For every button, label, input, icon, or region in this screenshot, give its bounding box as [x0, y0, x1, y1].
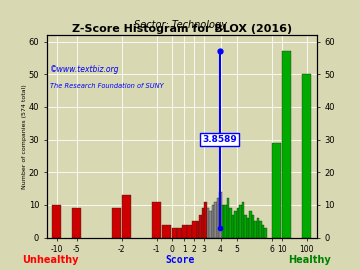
Bar [229, 208, 232, 238]
Bar [215, 202, 217, 238]
Bar [249, 211, 252, 238]
Bar [227, 198, 229, 238]
Bar [187, 225, 192, 238]
Bar [222, 205, 224, 238]
Bar [302, 74, 311, 238]
Bar [122, 195, 131, 238]
Bar [252, 215, 254, 238]
Bar [177, 228, 181, 238]
Bar [265, 228, 267, 238]
Bar [199, 215, 202, 238]
Bar [217, 198, 219, 238]
Bar [224, 205, 227, 238]
Bar [220, 192, 222, 238]
Bar [182, 225, 186, 238]
Bar [212, 205, 214, 238]
Bar [162, 225, 171, 238]
Bar [232, 215, 234, 238]
Bar [204, 202, 207, 238]
Bar [112, 208, 121, 238]
Text: Sector: Technology: Sector: Technology [134, 20, 226, 30]
Bar [172, 228, 176, 238]
Text: 3.8589: 3.8589 [202, 135, 237, 144]
Bar [152, 202, 161, 238]
Text: Healthy: Healthy [288, 255, 331, 265]
Bar [255, 221, 257, 238]
Text: ©www.textbiz.org: ©www.textbiz.org [50, 65, 119, 73]
Bar [52, 205, 61, 238]
Bar [242, 202, 244, 238]
Bar [197, 221, 199, 238]
Bar [272, 143, 281, 238]
Bar [260, 221, 262, 238]
Text: The Research Foundation of SUNY: The Research Foundation of SUNY [50, 83, 163, 89]
Text: Score: Score [165, 255, 195, 265]
Title: Z-Score Histogram for BLOX (2016): Z-Score Histogram for BLOX (2016) [72, 24, 292, 34]
Y-axis label: Number of companies (574 total): Number of companies (574 total) [22, 84, 27, 189]
Bar [257, 218, 259, 238]
Bar [262, 225, 264, 238]
Bar [192, 221, 197, 238]
Bar [234, 211, 237, 238]
Bar [210, 211, 212, 238]
Bar [244, 215, 247, 238]
Bar [247, 218, 249, 238]
Bar [239, 205, 242, 238]
Bar [282, 51, 291, 238]
Text: Unhealthy: Unhealthy [22, 255, 78, 265]
Bar [72, 208, 81, 238]
Bar [202, 208, 204, 238]
Bar [207, 208, 209, 238]
Bar [237, 208, 239, 238]
